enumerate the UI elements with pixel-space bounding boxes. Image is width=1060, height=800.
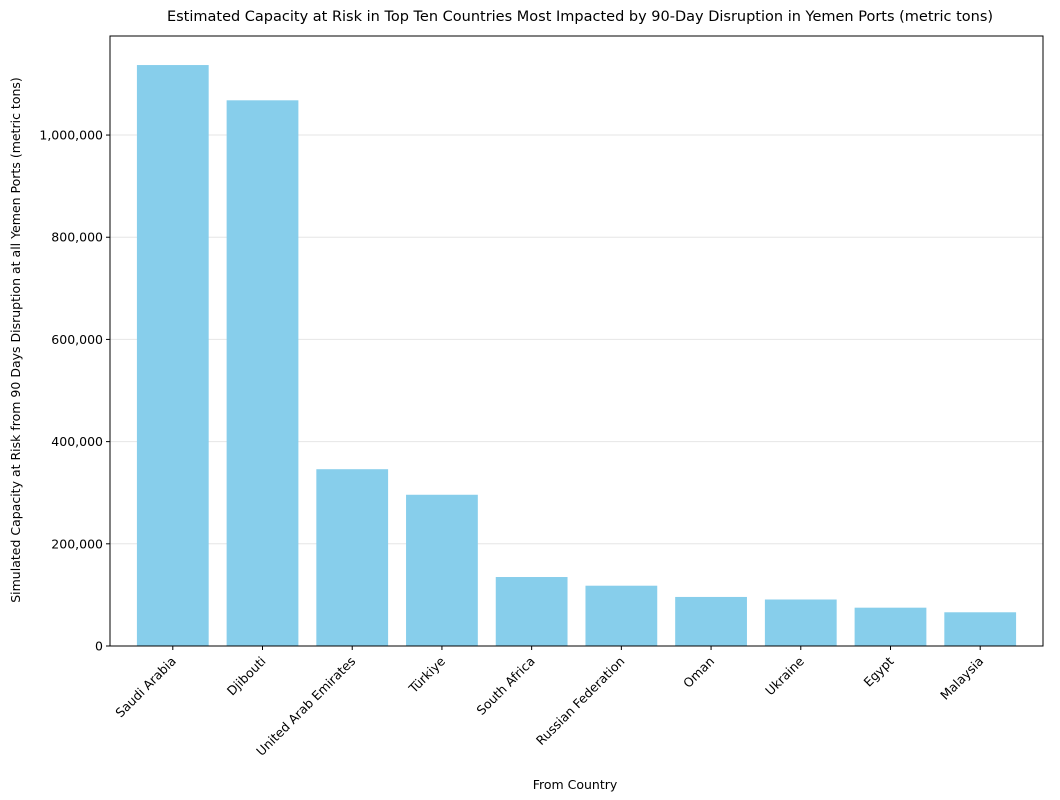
x-tick-label: Djibouti: [224, 654, 269, 699]
y-tick-label: 0: [95, 639, 103, 654]
x-tick-label: Egypt: [860, 653, 896, 689]
x-tick-label: Türkiye: [405, 653, 448, 696]
x-tick-label: United Arab Emirates: [253, 654, 358, 759]
y-tick-label: 1,000,000: [39, 128, 103, 143]
y-tick-label: 400,000: [51, 434, 103, 449]
bar-t-rkiye: [406, 494, 478, 646]
x-tick-label: Ukraine: [762, 653, 807, 698]
y-tick-label: 800,000: [51, 230, 103, 245]
x-tick-label: Russian Federation: [533, 654, 628, 749]
bar-united-arab-emirates: [316, 469, 389, 646]
bar-malaysia: [944, 612, 1017, 646]
x-tick-label: Saudi Arabia: [112, 654, 179, 721]
y-tick-label: 600,000: [51, 332, 103, 347]
y-axis-label: Simulated Capacity at Risk from 90 Days …: [8, 77, 23, 603]
y-tick-label: 200,000: [51, 536, 103, 551]
bar-egypt: [854, 607, 927, 646]
bar-south-africa: [495, 577, 568, 646]
bar-saudi-arabia: [136, 65, 209, 647]
x-axis-label: From Country: [533, 777, 618, 792]
bar-russian-federation: [585, 585, 658, 646]
x-tick-label: Malaysia: [937, 654, 986, 703]
bar-ukraine: [764, 599, 837, 646]
plot-frame: [109, 35, 1044, 647]
x-tick-label: Oman: [680, 654, 717, 691]
chart-title: Estimated Capacity at Risk in Top Ten Co…: [167, 9, 993, 25]
x-tick-label: South Africa: [473, 654, 537, 718]
bars: [136, 65, 1017, 647]
bar-oman: [675, 596, 747, 646]
y-axis: 0 200,000 400,000 600,000 800,000 1,000,000: [39, 128, 110, 654]
bar-djibouti: [226, 100, 299, 647]
